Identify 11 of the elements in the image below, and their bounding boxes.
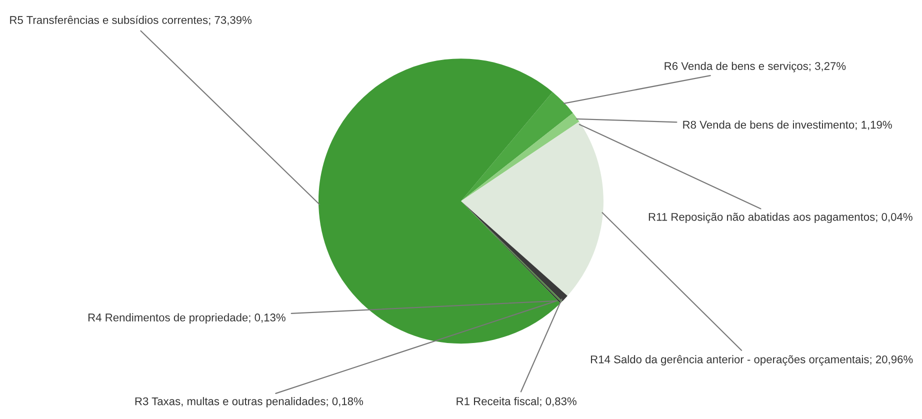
slice-label: R14 Saldo da gerência anterior - operações orçamentais; 20,96%: [590, 355, 913, 366]
slice-label: R4 Rendimentos de propriedade; 0,13%: [88, 313, 286, 324]
pie-slice: [461, 122, 604, 296]
slice-label: R1 Receita fiscal; 0,83%: [456, 397, 576, 407]
pie-slice: [318, 58, 560, 344]
slice-label: R5 Transferências e subsídios correntes; 73,39%: [10, 16, 252, 26]
slice-label: R11 Reposição não abatidas aos pagamentos; 0,04%: [648, 212, 912, 224]
slice-label: R8 Venda de bens de investimento; 1,19%: [683, 120, 892, 130]
slice-label: R3 Taxas, multas e outras penalidades; 0,18%: [135, 397, 364, 408]
pie-slice: [461, 92, 573, 202]
slice-label: R6 Venda de bens e serviços; 3,27%: [664, 62, 846, 72]
